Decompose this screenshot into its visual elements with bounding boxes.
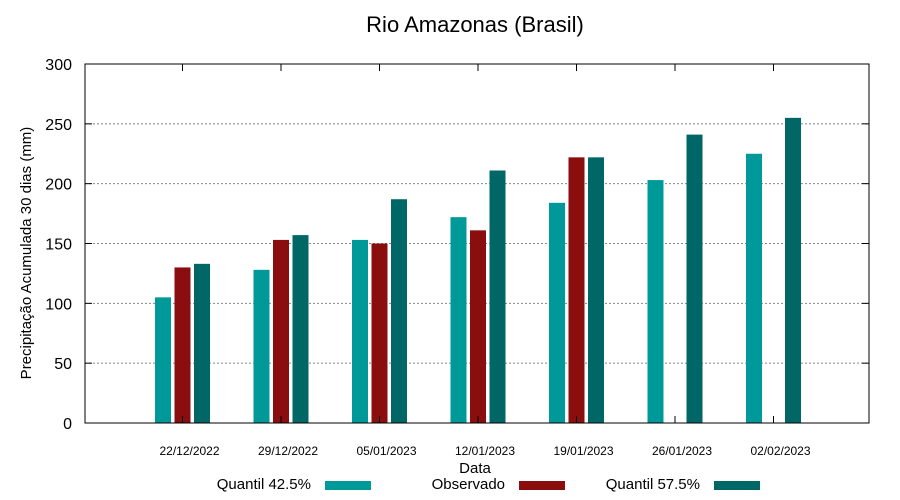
x-tick-label: 05/01/2023 <box>356 444 416 458</box>
plot-frame <box>84 63 870 424</box>
legend-swatch <box>714 481 760 490</box>
y-tick-label: 300 <box>45 57 72 74</box>
y-tick-label: 50 <box>54 356 72 373</box>
x-tick-label: 29/12/2022 <box>258 444 318 458</box>
legend: Quantil 42.5% Observado Quantil 57.5% <box>217 476 760 493</box>
bar-quantil-42-5--0 <box>155 297 171 423</box>
y-axis-ticks: 0 50 100 150 200 250 300 <box>45 57 869 433</box>
y-tick-label: 100 <box>45 296 72 313</box>
y-tick-label: 150 <box>45 237 72 254</box>
bar-quantil-42-5--3 <box>450 217 467 423</box>
y-tick-label: 200 <box>45 177 72 194</box>
bar-quantil-42-5--4 <box>549 202 565 423</box>
x-tick-label: 26/01/2023 <box>652 444 712 458</box>
bar-quantil-57-5--4 <box>588 157 604 423</box>
y-axis-label: Precipitação Acumulada 30 dias (mm) <box>18 127 35 380</box>
bar-quantil-42-5--6 <box>746 153 762 423</box>
y-tick-label: 0 <box>63 416 72 433</box>
x-tick-label: 19/01/2023 <box>553 444 613 458</box>
bar-observado-3 <box>470 230 486 423</box>
bar-quantil-42-5--5 <box>647 180 664 423</box>
bar-quantil-42-5--1 <box>253 269 270 423</box>
legend-label: Quantil 57.5% <box>606 476 700 493</box>
x-tick-label: 02/02/2023 <box>750 444 810 458</box>
legend-swatch <box>519 481 565 490</box>
bar-observado-2 <box>371 243 388 423</box>
legend-label: Quantil 42.5% <box>217 476 311 493</box>
bar-observado-1 <box>273 239 289 423</box>
bar-quantil-57-5--0 <box>194 263 210 423</box>
x-axis-label: Data <box>459 460 491 477</box>
x-tick-label: 12/01/2023 <box>455 444 515 458</box>
bar-quantil-57-5--5 <box>686 134 703 423</box>
bar-quantil-57-5--2 <box>391 199 407 423</box>
x-tick-label: 22/12/2022 <box>159 444 219 458</box>
legend-swatch <box>325 481 371 490</box>
bar-quantil-57-5--1 <box>292 235 309 423</box>
legend-label: Observado <box>432 476 505 493</box>
bar-quantil-57-5--6 <box>785 117 801 423</box>
bars <box>155 117 801 423</box>
bar-observado-0 <box>174 267 191 423</box>
bar-quantil-42-5--2 <box>352 239 368 423</box>
x-axis-ticks: 22/12/2022 29/12/2022 05/01/2023 12/01/2023… <box>159 64 811 458</box>
bar-observado-4 <box>568 157 585 423</box>
chart-title: Rio Amazonas (Brasil) <box>366 12 584 37</box>
y-tick-label: 250 <box>45 117 72 134</box>
bar-quantil-57-5--3 <box>489 170 506 423</box>
